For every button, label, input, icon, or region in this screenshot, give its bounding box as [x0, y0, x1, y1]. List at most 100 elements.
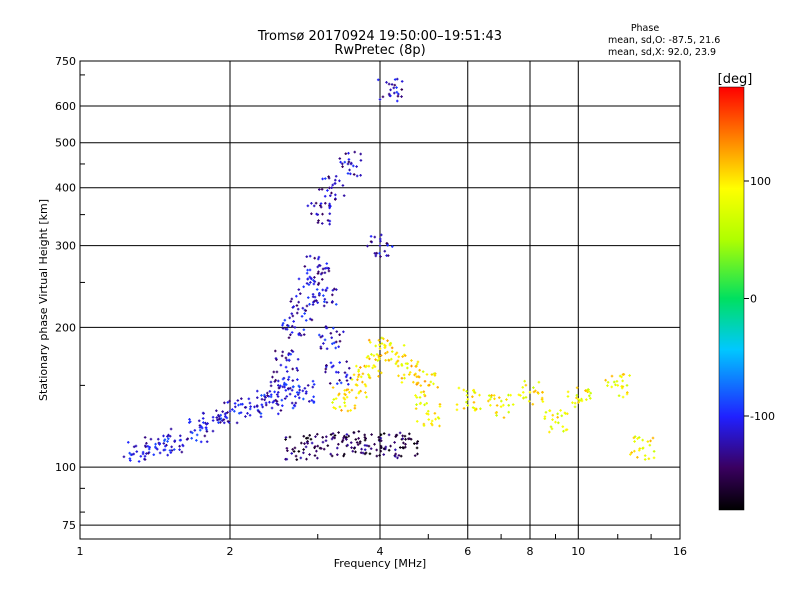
data-point — [233, 402, 237, 405]
data-point — [407, 373, 411, 376]
data-point — [381, 95, 385, 99]
data-point — [359, 375, 363, 379]
data-point — [173, 440, 176, 443]
data-point — [287, 375, 291, 379]
data-point — [179, 438, 183, 442]
data-point — [308, 317, 312, 321]
data-point — [371, 366, 374, 370]
data-point — [587, 390, 591, 393]
chart-subtitle: RwPretec (8p) — [334, 43, 425, 58]
data-point — [202, 421, 205, 424]
data-point — [205, 422, 208, 426]
data-point — [379, 433, 383, 437]
data-point — [402, 373, 406, 377]
data-point — [433, 412, 437, 415]
data-point — [288, 435, 292, 439]
data-point — [348, 168, 351, 172]
data-point — [537, 380, 541, 384]
data-point — [589, 397, 592, 400]
data-point — [264, 401, 268, 405]
data-point — [396, 456, 399, 460]
colorbar-gradient — [718, 86, 745, 511]
data-point — [126, 441, 130, 444]
data-point — [331, 293, 334, 297]
data-point — [170, 445, 173, 449]
data-point — [487, 399, 490, 403]
data-point — [363, 433, 366, 437]
data-point — [370, 353, 373, 356]
data-point — [233, 409, 236, 413]
data-point — [315, 299, 318, 302]
stats-o-mode: mean, sd,O: -87.5, 21.6 — [608, 35, 720, 46]
data-point — [309, 437, 313, 441]
data-point — [340, 409, 343, 412]
data-point — [152, 453, 156, 457]
data-point — [147, 447, 151, 451]
data-point — [559, 409, 562, 412]
data-point — [306, 442, 309, 445]
data-point — [325, 326, 329, 330]
data-point — [231, 408, 234, 411]
data-point — [283, 318, 287, 322]
data-point — [521, 386, 525, 389]
data-point — [415, 383, 419, 386]
data-point — [384, 445, 388, 449]
data-point — [373, 365, 377, 369]
data-point — [276, 412, 280, 416]
data-point — [221, 410, 224, 413]
data-point — [373, 442, 376, 446]
data-point — [188, 418, 191, 421]
data-point — [289, 333, 292, 337]
data-point — [335, 382, 339, 385]
data-point — [294, 454, 298, 458]
data-point — [326, 444, 330, 447]
data-point — [130, 453, 134, 456]
data-point — [306, 296, 310, 299]
data-point — [295, 304, 299, 307]
data-point — [274, 349, 277, 353]
data-point — [283, 397, 287, 400]
data-point — [328, 222, 331, 226]
data-point — [305, 255, 309, 258]
data-point — [573, 405, 577, 409]
data-point — [199, 440, 203, 444]
data-point — [365, 364, 368, 368]
data-point — [426, 409, 430, 413]
data-point — [417, 375, 420, 378]
data-point — [279, 409, 283, 412]
data-point — [647, 457, 651, 461]
data-point — [223, 401, 226, 405]
data-point — [328, 212, 332, 216]
data-point — [422, 424, 426, 427]
data-point — [358, 390, 361, 394]
data-point — [352, 373, 356, 377]
data-point — [306, 268, 309, 272]
data-point — [620, 375, 623, 379]
data-point — [141, 452, 145, 456]
data-point — [334, 397, 338, 400]
data-point — [331, 300, 334, 303]
data-point — [408, 432, 411, 436]
data-point — [332, 398, 336, 401]
data-point — [376, 78, 380, 82]
data-point — [495, 414, 498, 417]
data-point — [331, 435, 335, 439]
data-point — [410, 364, 413, 368]
data-point — [589, 391, 593, 395]
data-point — [255, 389, 259, 393]
data-point — [247, 397, 251, 401]
data-point — [356, 443, 360, 446]
data-point — [311, 295, 315, 299]
data-point — [259, 412, 263, 415]
data-point — [260, 397, 264, 401]
data-point — [327, 267, 331, 270]
data-point — [322, 304, 326, 308]
data-point — [562, 429, 565, 433]
data-point — [319, 205, 323, 209]
data-point — [287, 358, 291, 362]
data-point — [319, 204, 322, 207]
data-point — [180, 450, 184, 454]
data-point — [471, 395, 474, 398]
data-point — [382, 432, 386, 435]
data-point — [416, 440, 420, 443]
